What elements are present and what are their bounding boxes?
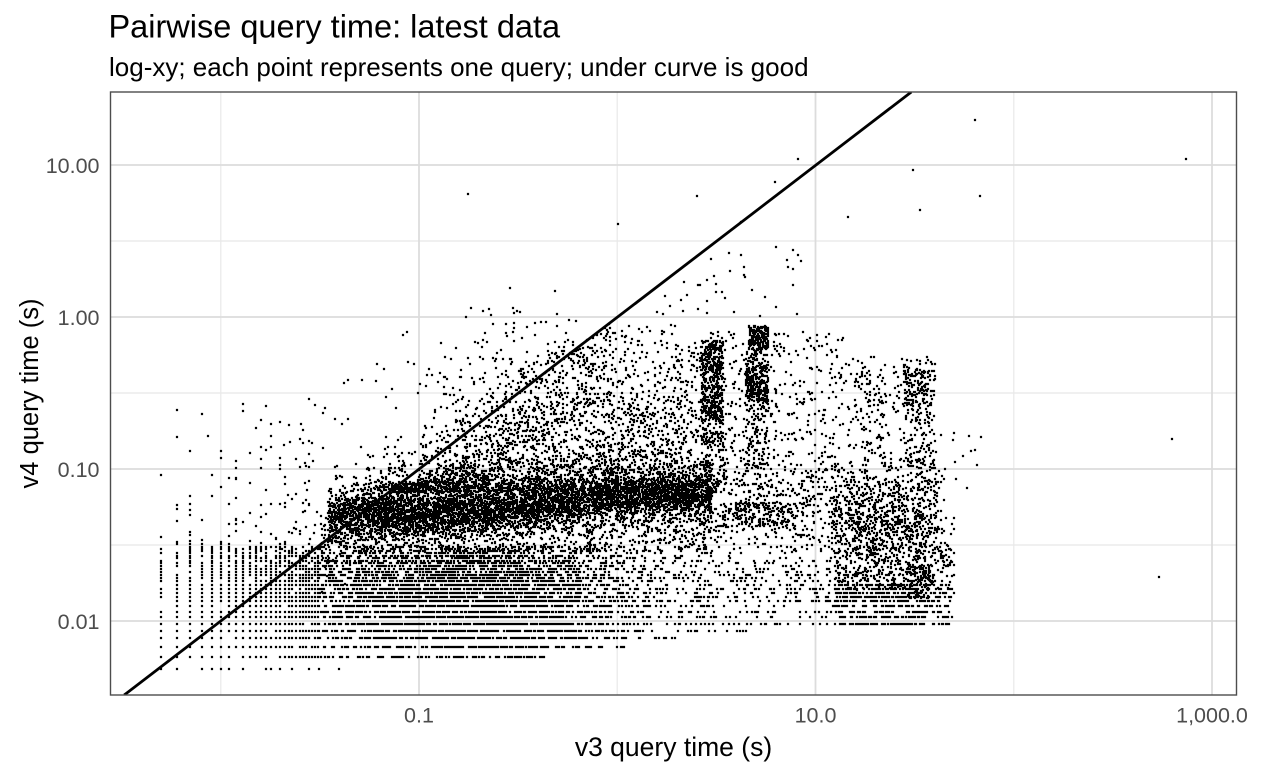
svg-text:10.0: 10.0 bbox=[795, 704, 837, 728]
svg-text:1,000.0: 1,000.0 bbox=[1176, 704, 1248, 728]
svg-text:v3 query time (s): v3 query time (s) bbox=[575, 732, 772, 762]
svg-text:log-xy; each point represents: log-xy; each point represents one query;… bbox=[109, 52, 809, 82]
svg-text:10.00: 10.00 bbox=[46, 154, 100, 178]
svg-text:1.00: 1.00 bbox=[58, 306, 100, 330]
svg-text:0.01: 0.01 bbox=[58, 610, 100, 634]
svg-text:v4 query time (s): v4 query time (s) bbox=[16, 299, 44, 489]
svg-text:Pairwise query time: latest da: Pairwise query time: latest data bbox=[109, 9, 562, 45]
svg-text:0.10: 0.10 bbox=[58, 458, 100, 482]
svg-text:0.1: 0.1 bbox=[404, 704, 434, 728]
